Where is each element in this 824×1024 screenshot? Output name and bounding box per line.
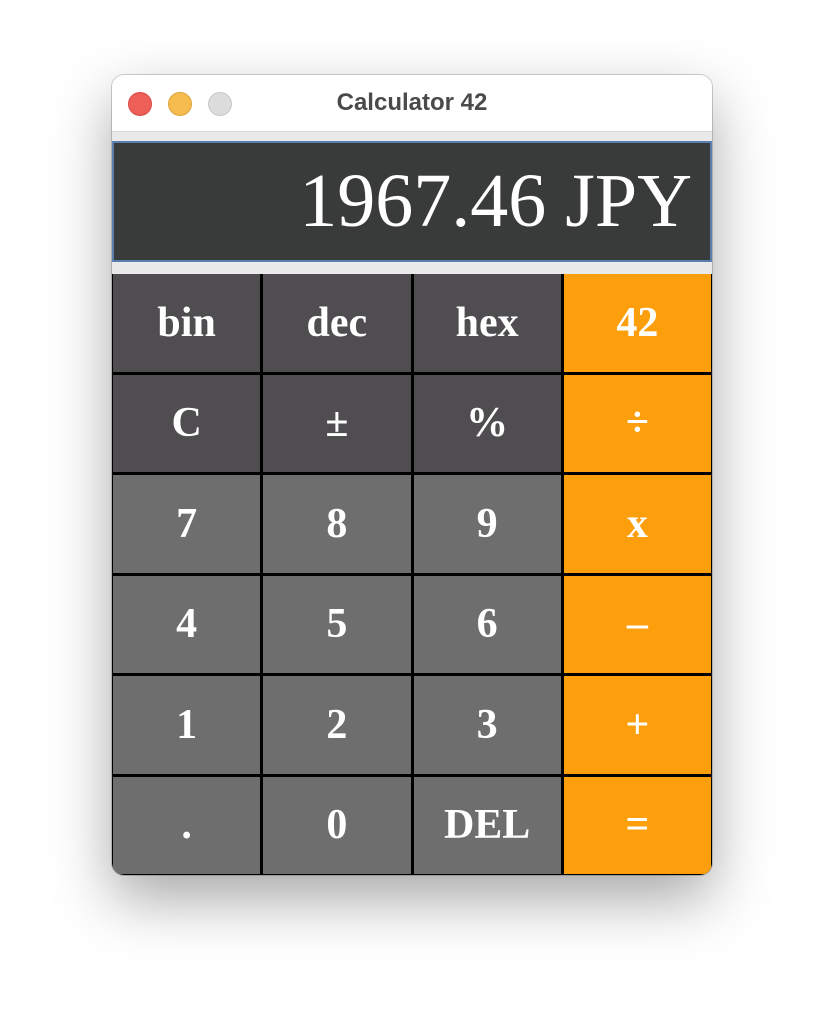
keypad: bin dec hex 42 C ± % ÷ 7 8 9 x 4 5 6 – 1… <box>112 274 712 875</box>
add-button[interactable]: + <box>563 676 711 774</box>
digit-2-button[interactable]: 2 <box>263 676 411 774</box>
digit-6-button[interactable]: 6 <box>413 575 561 673</box>
multiply-button[interactable]: x <box>563 475 711 573</box>
zoom-window-button[interactable] <box>208 92 232 116</box>
decimal-point-button[interactable]: . <box>113 776 261 874</box>
clear-button[interactable]: C <box>113 374 261 472</box>
dec-button[interactable]: dec <box>263 274 411 372</box>
digit-3-button[interactable]: 3 <box>413 676 561 774</box>
close-window-button[interactable] <box>128 92 152 116</box>
delete-button[interactable]: DEL <box>413 776 561 874</box>
minimize-window-button[interactable] <box>168 92 192 116</box>
result-display[interactable]: 1967.46 JPY <box>112 141 712 262</box>
plus-minus-button[interactable]: ± <box>263 374 411 472</box>
divide-button[interactable]: ÷ <box>563 374 711 472</box>
display-area: 1967.46 JPY <box>112 132 712 274</box>
digit-7-button[interactable]: 7 <box>113 475 261 573</box>
digit-5-button[interactable]: 5 <box>263 575 411 673</box>
digit-4-button[interactable]: 4 <box>113 575 261 673</box>
hex-button[interactable]: hex <box>413 274 561 372</box>
window-title: Calculator 42 <box>336 89 488 116</box>
digit-8-button[interactable]: 8 <box>263 475 411 573</box>
digit-9-button[interactable]: 9 <box>413 475 561 573</box>
bin-button[interactable]: bin <box>113 274 261 372</box>
subtract-button[interactable]: – <box>563 575 711 673</box>
title-bar[interactable]: Calculator 42 <box>112 75 712 132</box>
digit-0-button[interactable]: 0 <box>263 776 411 874</box>
calculator-window: Calculator 42 1967.46 JPY bin dec hex 42… <box>112 75 712 875</box>
percent-button[interactable]: % <box>413 374 561 472</box>
digit-1-button[interactable]: 1 <box>113 676 261 774</box>
forty-two-button[interactable]: 42 <box>563 274 711 372</box>
equals-button[interactable]: = <box>563 776 711 874</box>
